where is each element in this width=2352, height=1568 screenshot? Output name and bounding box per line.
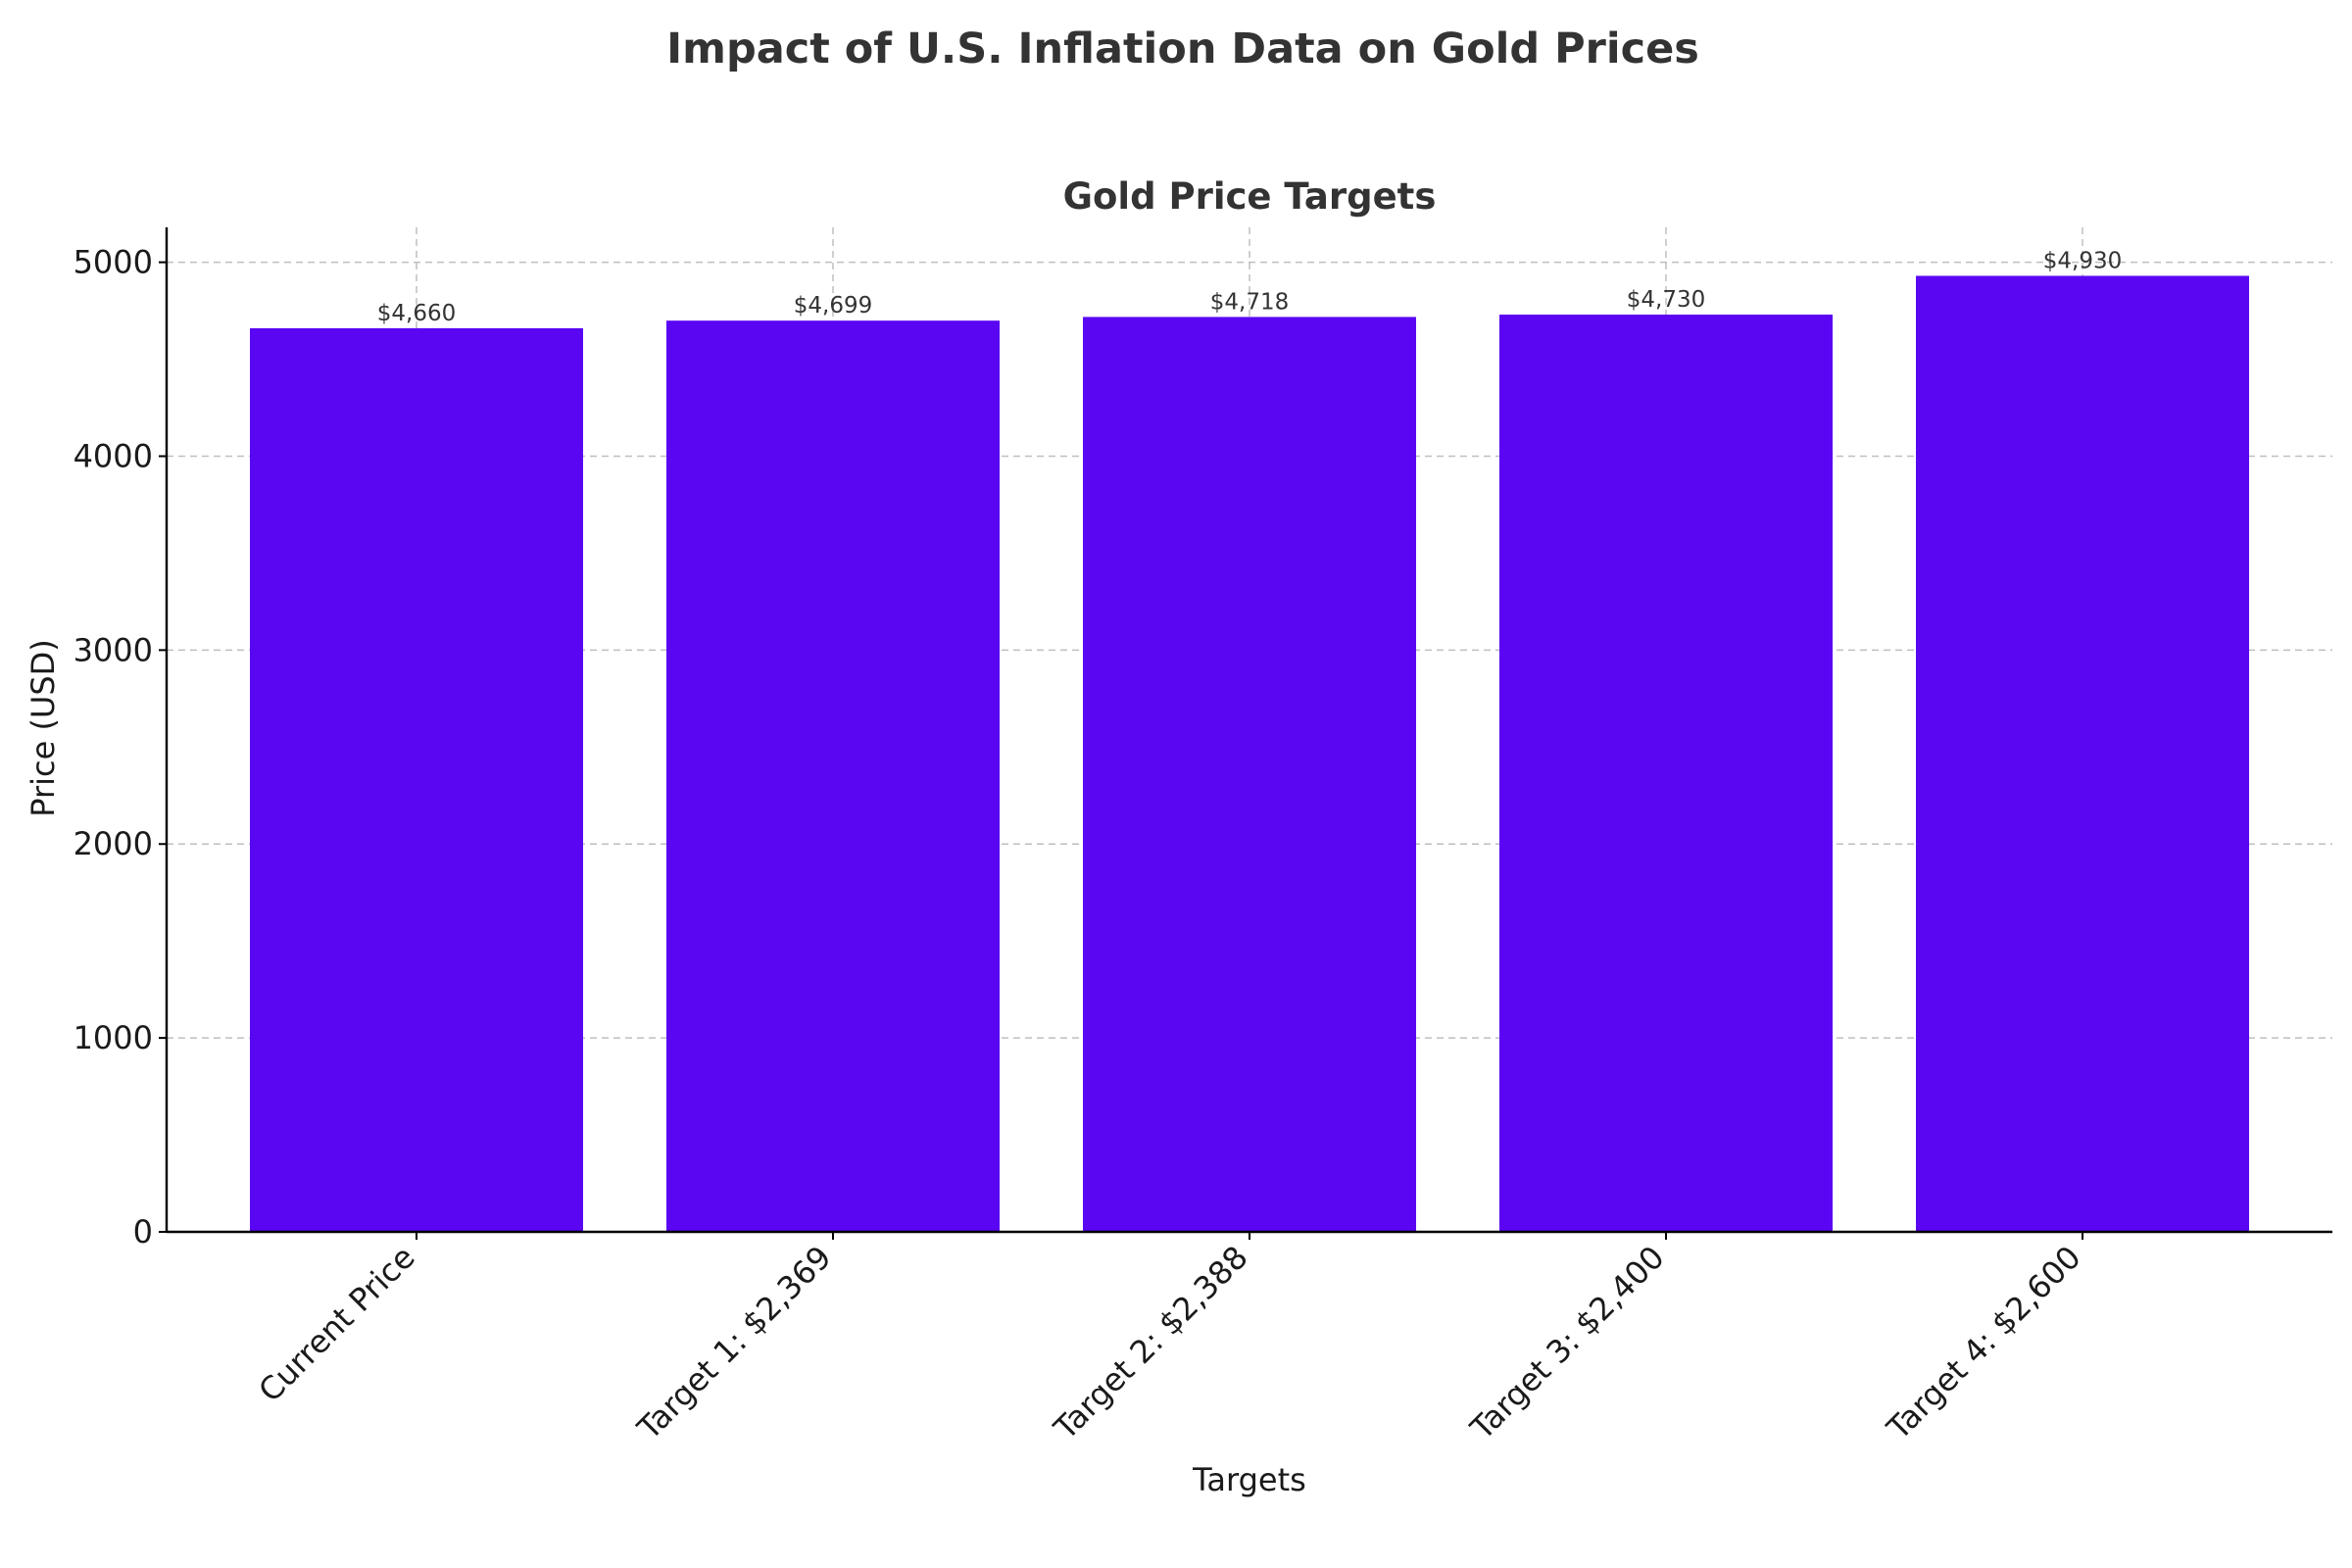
y-tick-label: 5000 bbox=[74, 244, 153, 281]
x-tick-label: Target 3: $2,400 bbox=[1462, 1239, 1671, 1447]
bar-5 bbox=[1916, 275, 2249, 1232]
x-tick-label: Target 2: $2,388 bbox=[1046, 1239, 1254, 1447]
bars bbox=[250, 275, 2249, 1232]
y-axis-label: Price (USD) bbox=[24, 639, 62, 817]
bar-1 bbox=[250, 327, 583, 1232]
bar-2 bbox=[666, 320, 1000, 1232]
x-tick-label: Target 4: $2,600 bbox=[1879, 1239, 2087, 1447]
figure-suptitle: Impact of U.S. Inflation Data on Gold Pr… bbox=[666, 24, 1699, 74]
y-tick-label: 0 bbox=[133, 1213, 153, 1250]
bar-value-label: $4,930 bbox=[2043, 248, 2122, 273]
chart-title: Gold Price Targets bbox=[1063, 175, 1437, 218]
y-tick-label: 3000 bbox=[74, 631, 153, 668]
bar-value-label: $4,660 bbox=[377, 301, 456, 326]
x-axis-ticks: Current Price Target 1: $2,369 Target 2: $… bbox=[251, 1232, 2088, 1447]
x-tick-label: Current Price bbox=[251, 1239, 421, 1409]
bar-value-label: $4,718 bbox=[1210, 289, 1289, 315]
x-axis-label: Targets bbox=[1192, 1461, 1306, 1498]
y-axis-ticks: 0 1000 2000 3000 4000 5000 bbox=[74, 244, 167, 1250]
bar-4 bbox=[1499, 315, 1833, 1232]
bar-value-label: $4,699 bbox=[794, 293, 872, 318]
bar-3 bbox=[1083, 317, 1416, 1232]
bar-value-label: $4,730 bbox=[1627, 287, 1705, 313]
x-tick-label: Target 1: $2,369 bbox=[629, 1239, 838, 1447]
y-tick-label: 1000 bbox=[74, 1019, 153, 1056]
y-tick-label: 2000 bbox=[74, 825, 153, 862]
y-tick-label: 4000 bbox=[74, 437, 153, 474]
data-labels: $4,660 $4,699 $4,718 $4,730 $4,930 bbox=[377, 248, 2122, 325]
